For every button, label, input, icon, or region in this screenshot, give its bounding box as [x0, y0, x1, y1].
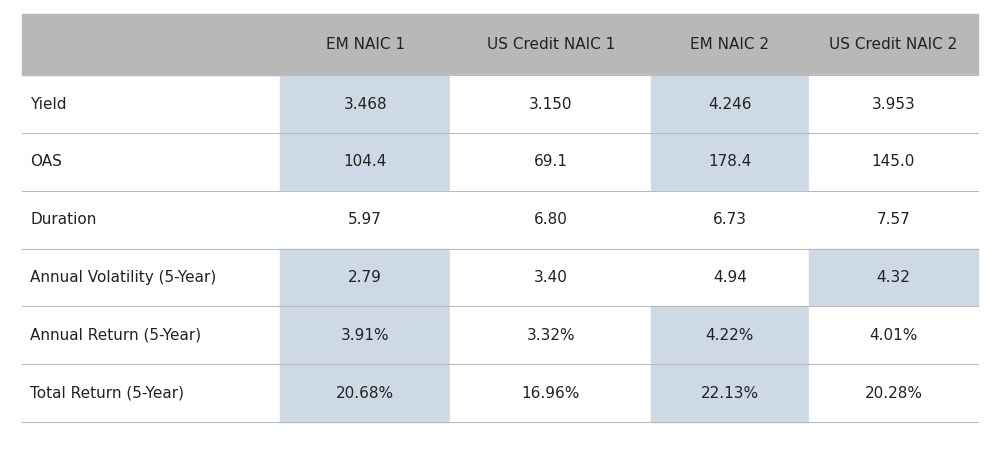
Bar — [809, 306, 978, 364]
Text: 4.32: 4.32 — [876, 270, 910, 285]
Text: Annual Volatility (5-Year): Annual Volatility (5-Year) — [30, 270, 216, 285]
Bar — [450, 133, 651, 191]
Text: US Credit NAIC 2: US Credit NAIC 2 — [829, 37, 958, 52]
Text: 145.0: 145.0 — [872, 155, 915, 169]
Text: 3.32%: 3.32% — [526, 328, 575, 343]
Text: Annual Return (5-Year): Annual Return (5-Year) — [30, 328, 201, 343]
Text: 3.91%: 3.91% — [341, 328, 390, 343]
Text: 4.01%: 4.01% — [869, 328, 918, 343]
Bar — [651, 75, 809, 133]
Bar — [809, 364, 978, 422]
Bar — [450, 364, 651, 422]
Bar — [280, 249, 450, 306]
Bar — [651, 364, 809, 422]
Text: US Credit NAIC 1: US Credit NAIC 1 — [487, 37, 615, 52]
Bar — [280, 191, 450, 249]
Bar — [450, 306, 651, 364]
Text: 4.246: 4.246 — [708, 97, 752, 111]
Bar — [809, 75, 978, 133]
Bar — [450, 75, 651, 133]
Bar — [809, 249, 978, 306]
Bar — [280, 306, 450, 364]
Text: 4.94: 4.94 — [713, 270, 747, 285]
Text: Duration: Duration — [30, 212, 96, 227]
Text: 20.68%: 20.68% — [336, 386, 394, 400]
Text: OAS: OAS — [30, 155, 62, 169]
Text: 16.96%: 16.96% — [521, 386, 580, 400]
Text: 3.40: 3.40 — [534, 270, 568, 285]
Text: Yield: Yield — [30, 97, 66, 111]
Bar — [450, 191, 651, 249]
Bar — [651, 191, 809, 249]
Bar — [450, 249, 651, 306]
Text: 69.1: 69.1 — [534, 155, 568, 169]
Text: 3.468: 3.468 — [343, 97, 387, 111]
Bar — [280, 364, 450, 422]
Bar — [809, 191, 978, 249]
Text: 3.953: 3.953 — [872, 97, 915, 111]
Bar — [651, 249, 809, 306]
Text: 6.73: 6.73 — [713, 212, 747, 227]
Text: 5.97: 5.97 — [348, 212, 382, 227]
Text: 20.28%: 20.28% — [864, 386, 922, 400]
Bar — [809, 133, 978, 191]
Text: EM NAIC 2: EM NAIC 2 — [690, 37, 769, 52]
Text: 3.150: 3.150 — [529, 97, 572, 111]
Bar — [280, 133, 450, 191]
Text: 178.4: 178.4 — [708, 155, 752, 169]
Bar — [651, 133, 809, 191]
Text: EM NAIC 1: EM NAIC 1 — [326, 37, 405, 52]
Bar — [651, 306, 809, 364]
Bar — [22, 14, 978, 75]
Bar — [280, 75, 450, 133]
Text: 6.80: 6.80 — [534, 212, 568, 227]
Text: 7.57: 7.57 — [877, 212, 910, 227]
Text: 2.79: 2.79 — [348, 270, 382, 285]
Text: Total Return (5-Year): Total Return (5-Year) — [30, 386, 184, 400]
Text: 4.22%: 4.22% — [706, 328, 754, 343]
Text: 104.4: 104.4 — [344, 155, 387, 169]
Text: 22.13%: 22.13% — [701, 386, 759, 400]
